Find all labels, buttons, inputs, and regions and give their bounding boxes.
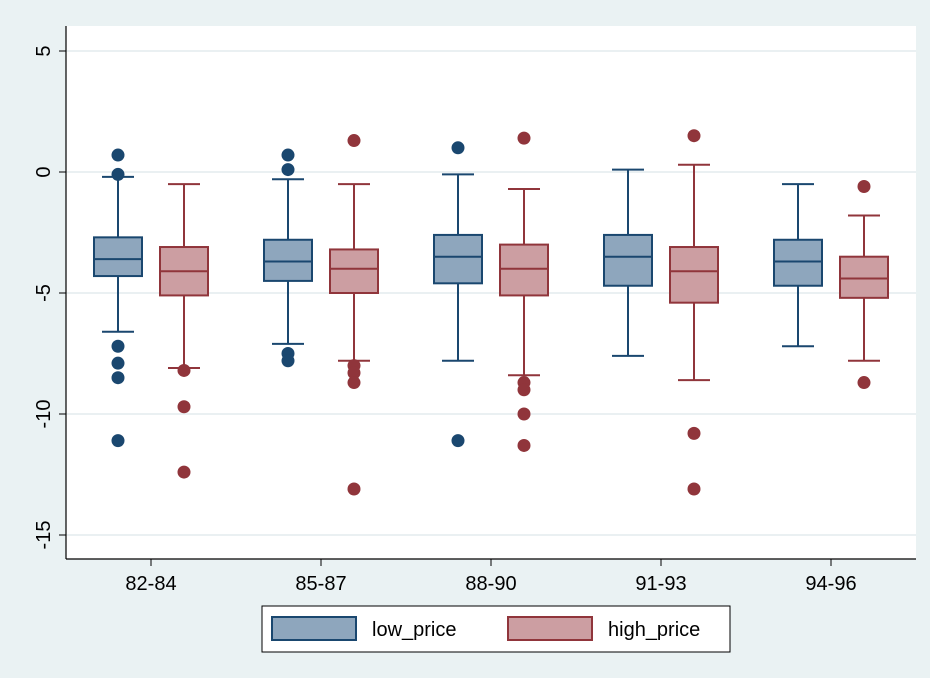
- x-tick-label: 94-96: [805, 573, 856, 595]
- iqr-box: [839, 255, 889, 299]
- iqr-box: [603, 233, 653, 287]
- box-high-price-88-90: [499, 131, 549, 452]
- outlier-point: [111, 356, 125, 370]
- gridlines: [66, 50, 916, 536]
- x-axis: 82-84 85-87 88-90 91-93 94-96: [66, 558, 916, 595]
- outlier-point: [177, 465, 191, 479]
- box-high-price-82-84: [159, 183, 209, 479]
- iqr-box: [329, 248, 379, 295]
- outlier-point: [111, 148, 125, 162]
- outlier-point: [451, 434, 465, 448]
- outlier-point: [177, 363, 191, 377]
- y-tick-label: 0: [33, 166, 55, 177]
- outlier-point: [857, 376, 871, 390]
- outlier-point: [111, 371, 125, 385]
- outlier-point: [347, 376, 361, 390]
- outlier-point: [111, 339, 125, 353]
- legend-swatch-high-price: [507, 616, 593, 641]
- iqr-box: [669, 246, 719, 304]
- outlier-point: [347, 366, 361, 380]
- outlier-point: [451, 141, 465, 155]
- iqr-box: [433, 233, 483, 285]
- y-tick-label: -15: [33, 521, 55, 550]
- y-axis: 5 0 -5 -10 -15: [33, 26, 67, 559]
- x-tick-label: 88-90: [465, 573, 516, 595]
- outlier-point: [687, 482, 701, 496]
- x-tick-label: 82-84: [125, 573, 176, 595]
- x-tick-label: 85-87: [295, 573, 346, 595]
- box-high-price-94-96: [839, 180, 889, 390]
- y-tick-label: -5: [33, 284, 55, 302]
- x-tick-label: 91-93: [635, 573, 686, 595]
- outlier-point: [281, 354, 295, 368]
- outlier-point: [687, 129, 701, 143]
- box-low-price-94-96: [773, 183, 823, 348]
- box-high-price-85-87: [329, 134, 379, 496]
- iqr-box: [773, 238, 823, 287]
- box-series: [93, 129, 889, 496]
- outlier-point: [517, 438, 531, 452]
- outlier-point: [111, 167, 125, 181]
- legend-swatch-low-price: [271, 616, 357, 641]
- outlier-point: [517, 131, 531, 145]
- outlier-point: [281, 163, 295, 177]
- box-low-price-85-87: [263, 148, 313, 368]
- outlier-point: [281, 148, 295, 162]
- box-low-price-91-93: [603, 168, 653, 357]
- outlier-point: [517, 383, 531, 397]
- iqr-box: [263, 238, 313, 282]
- legend: low_price high_price: [261, 605, 731, 653]
- outlier-point: [111, 434, 125, 448]
- outlier-point: [177, 400, 191, 414]
- legend-label-high-price: high_price: [608, 619, 700, 641]
- y-tick-label: 5: [33, 45, 55, 56]
- box-low-price-82-84: [93, 148, 143, 448]
- outlier-point: [687, 426, 701, 440]
- y-tick-label: -10: [33, 400, 55, 429]
- outlier-point: [347, 482, 361, 496]
- legend-label-low-price: low_price: [372, 619, 456, 641]
- outlier-point: [517, 407, 531, 421]
- outlier-point: [857, 180, 871, 194]
- box-low-price-88-90: [433, 141, 483, 448]
- box-high-price-91-93: [669, 129, 719, 496]
- iqr-box: [499, 243, 549, 297]
- outlier-point: [347, 134, 361, 148]
- iqr-box: [93, 236, 143, 278]
